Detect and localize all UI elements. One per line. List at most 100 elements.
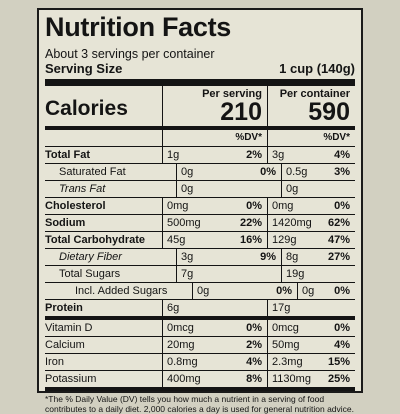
amount-per-serving: 0g <box>181 166 194 178</box>
amount-per-container: 8g <box>286 251 299 263</box>
dv-per-serving: 2% <box>246 339 262 351</box>
nutrient-name: Iron <box>45 356 64 368</box>
amount-per-container: 129g <box>272 234 297 246</box>
amount-per-container: 0.5g <box>286 166 308 178</box>
amount-per-serving: 500mg <box>167 217 201 229</box>
amount-per-serving: 20mg <box>167 339 195 351</box>
dv-per-serving: 16% <box>239 234 262 246</box>
nutrient-name: Total Carbohydrate <box>45 234 146 246</box>
footnote: *The % Daily Value (DV) tells you how mu… <box>45 394 355 414</box>
amount-per-container: 50mg <box>272 339 300 351</box>
dv-header-serving: %DV* <box>235 132 262 143</box>
calories-container-col: Per container 590 <box>267 86 355 126</box>
nutrient-name: Trans Fat <box>59 183 106 195</box>
dv-per-container: 15% <box>327 356 350 368</box>
dv-per-container: 0% <box>334 285 350 297</box>
amount-per-serving: 0g <box>181 183 194 195</box>
nutrient-name: Sodium <box>45 217 86 229</box>
dv-per-serving: 22% <box>239 217 262 229</box>
table-row: Sodium 500mg 22% 1420mg 62% <box>45 215 355 232</box>
dv-per-container: 25% <box>327 373 350 385</box>
amount-per-container: 0g <box>302 285 315 297</box>
nutrition-label: Nutrition Facts About 3 servings per con… <box>37 8 363 414</box>
dv-per-container <box>350 300 355 316</box>
calories-serving-value: 210 <box>220 98 262 126</box>
dv-per-serving: 8% <box>246 373 262 385</box>
amount-per-serving: 0.8mg <box>167 356 198 368</box>
servings-per-container: About 3 servings per container <box>45 47 215 61</box>
nutrient-name: Incl. Added Sugars <box>75 285 168 297</box>
dv-per-serving: 0% <box>260 166 276 178</box>
amount-per-container: 1420mg <box>272 217 312 229</box>
amount-per-container: 3g <box>272 149 285 161</box>
table-row: Total Carbohydrate 45g 16% 129g 47% <box>45 232 355 249</box>
dv-per-serving: 0% <box>276 285 292 297</box>
dv-per-container: 27% <box>327 251 350 263</box>
nutrient-name: Total Sugars <box>59 268 121 280</box>
nutrient-name: Cholesterol <box>45 200 106 212</box>
per-serving-caption: Per serving <box>202 88 262 100</box>
dv-per-container <box>350 266 355 282</box>
table-row: Vitamin D 0mcg 0% 0mcg 0% <box>45 320 355 337</box>
table-row: Total Sugars 7g 19g <box>45 266 355 283</box>
amount-per-container: 1130mg <box>272 373 311 385</box>
dv-per-container: 4% <box>334 339 350 351</box>
calories-row: Calories Per serving 210 Per container 5… <box>45 86 355 130</box>
amount-per-container: 17g <box>272 302 291 314</box>
nutrient-name: Potassium <box>45 373 97 385</box>
amount-per-container: 2.3mg <box>272 356 303 368</box>
divider-thick <box>45 79 355 86</box>
amount-per-serving: 3g <box>181 251 194 263</box>
table-row: Saturated Fat 0g 0% 0.5g 3% <box>45 164 355 181</box>
serving-size-value: 1 cup (140g) <box>279 61 355 76</box>
amount-per-serving: 0g <box>197 285 210 297</box>
dv-per-serving: 4% <box>246 356 262 368</box>
table-row: Dietary Fiber 3g 9% 8g 27% <box>45 249 355 266</box>
table-row: Cholesterol 0mg 0% 0mg 0% <box>45 198 355 215</box>
dv-header-row: %DV* %DV* <box>45 130 355 147</box>
nutrient-table: Total Fat 1g 2% 3g 4% Saturated Fat 0g 0% 0.5g 3%… <box>45 147 355 391</box>
nutrient-name: Saturated Fat <box>59 166 126 178</box>
amount-per-container: 0mg <box>272 200 294 212</box>
dv-header-container: %DV* <box>323 132 350 143</box>
calories-label: Calories <box>45 97 128 120</box>
serving-size-row: Serving Size 1 cup (140g) <box>45 61 355 76</box>
dv-per-serving: 0% <box>246 200 262 212</box>
amount-per-serving: 0mcg <box>167 322 194 334</box>
dv-per-container: 0% <box>334 200 350 212</box>
dv-per-container: 4% <box>334 149 350 161</box>
nutrient-name: Dietary Fiber <box>59 251 122 263</box>
table-row: Total Fat 1g 2% 3g 4% <box>45 147 355 164</box>
table-row: Potassium 400mg 8% 1130mg 25% <box>45 371 355 391</box>
nutrient-name: Vitamin D <box>45 322 93 334</box>
dv-per-container: 3% <box>334 166 350 178</box>
dv-per-container: 0% <box>334 322 350 334</box>
amount-per-serving: 1g <box>167 149 180 161</box>
amount-per-serving: 400mg <box>167 373 201 385</box>
calories-serving-col: Per serving 210 <box>162 86 267 126</box>
dv-per-container: 47% <box>327 234 350 246</box>
table-row: Trans Fat 0g 0g <box>45 181 355 198</box>
nutrient-name: Total Fat <box>45 149 91 161</box>
nutrient-name: Calcium <box>45 339 85 351</box>
amount-per-serving: 45g <box>167 234 186 246</box>
amount-per-serving: 7g <box>181 268 194 280</box>
dv-per-container: 62% <box>327 217 350 229</box>
dv-per-serving: 2% <box>246 149 262 161</box>
amount-per-container: 0g <box>286 183 299 195</box>
table-row: Incl. Added Sugars 0g 0% 0g 0% <box>45 283 355 300</box>
amount-per-container: 0mcg <box>272 322 299 334</box>
table-row: Protein 6g 17g <box>45 300 355 320</box>
table-row: Iron 0.8mg 4% 2.3mg 15% <box>45 354 355 371</box>
serving-size-label: Serving Size <box>45 61 123 76</box>
calories-container-value: 590 <box>308 98 350 126</box>
dv-per-container <box>350 181 355 197</box>
table-row: Calcium 20mg 2% 50mg 4% <box>45 337 355 354</box>
amount-per-serving: 6g <box>167 302 180 314</box>
amount-per-serving: 0mg <box>167 200 189 212</box>
amount-per-container: 19g <box>286 268 305 280</box>
nutrient-name: Protein <box>45 302 83 314</box>
per-container-caption: Per container <box>279 88 350 100</box>
dv-per-serving: 0% <box>246 322 262 334</box>
label-title: Nutrition Facts <box>45 12 232 42</box>
